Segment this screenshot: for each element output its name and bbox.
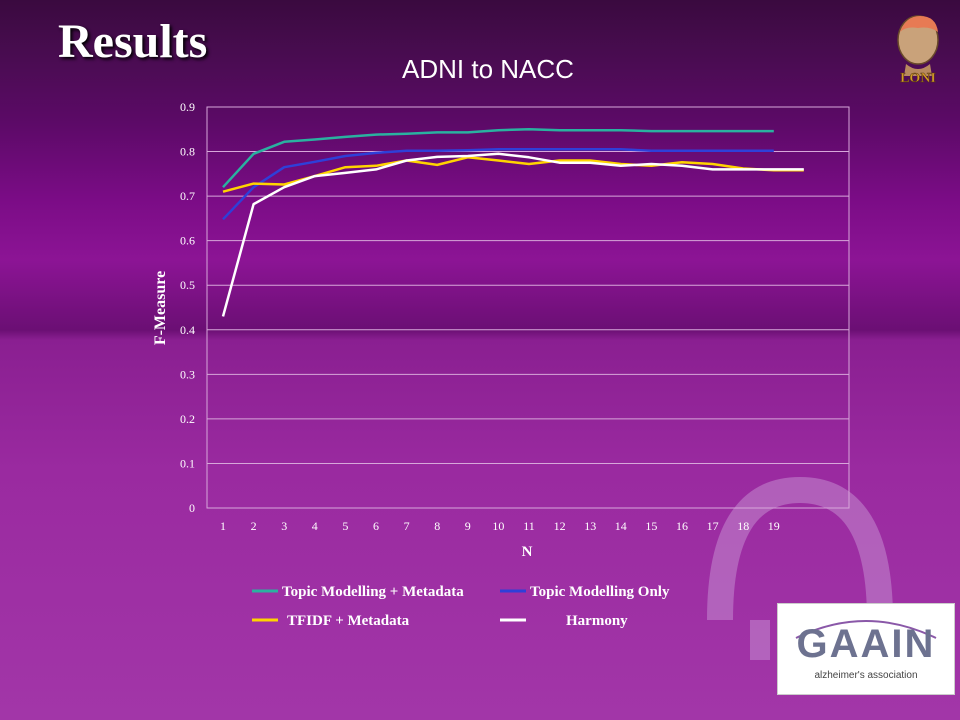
- plot-border: [207, 107, 849, 508]
- x-tick-label: 7: [404, 519, 410, 533]
- x-tick-label: 3: [281, 519, 287, 533]
- x-tick-label: 16: [676, 519, 688, 533]
- x-tick-label: 14: [615, 519, 627, 533]
- x-tick-label: 12: [554, 519, 566, 533]
- y-tick-label: 0.5: [180, 278, 195, 292]
- grid-lines: [207, 107, 849, 463]
- y-axis-label: F-Measure: [152, 271, 169, 345]
- plot-area: [207, 107, 849, 508]
- gaain-tagline: alzheimer's association: [778, 670, 954, 681]
- gaain-logo: GAAIN alzheimer's association: [777, 603, 955, 695]
- series-lines: [223, 129, 804, 316]
- x-tick-label: 8: [434, 519, 440, 533]
- legend: Topic Modelling + Metadata Topic Modellin…: [252, 584, 670, 629]
- legend-label: TFIDF + Metadata: [287, 613, 410, 629]
- y-tick-label: 0.2: [180, 412, 195, 426]
- y-tick-label: 0: [189, 501, 195, 515]
- legend-label: Topic Modelling Only: [530, 584, 670, 600]
- x-axis-label: N: [522, 544, 533, 560]
- x-tick-label: 11: [523, 519, 535, 533]
- x-tick-label: 15: [645, 519, 657, 533]
- x-tick-label: 1: [220, 519, 226, 533]
- x-tick-label: 19: [768, 519, 780, 533]
- x-tick-label: 5: [342, 519, 348, 533]
- gaain-logo-text: GAAIN: [778, 622, 954, 667]
- y-tick-label: 0.9: [180, 100, 195, 114]
- x-tick-label: 2: [251, 519, 257, 533]
- y-tick-label: 0.1: [180, 456, 195, 470]
- x-axis-ticks: 1 2 3 4 5 6 7 8 9 10 11 12 13 14 15 16 17 18 19: [220, 519, 780, 533]
- x-tick-label: 10: [492, 519, 504, 533]
- y-tick-label: 0.8: [180, 145, 195, 159]
- y-tick-label: 0.4: [180, 323, 195, 337]
- series-line: [223, 154, 804, 317]
- legend-label: Topic Modelling + Metadata: [282, 584, 464, 600]
- x-tick-label: 13: [584, 519, 596, 533]
- x-tick-label: 4: [312, 519, 318, 533]
- x-tick-label: 9: [465, 519, 471, 533]
- x-tick-label: 6: [373, 519, 379, 533]
- y-tick-label: 0.6: [180, 234, 195, 248]
- legend-label: Harmony: [566, 613, 628, 629]
- y-tick-label: 0.3: [180, 367, 195, 381]
- y-axis-ticks: 0 0.1 0.2 0.3 0.4 0.5 0.6 0.7 0.8 0.9: [180, 100, 195, 515]
- x-tick-label: 17: [707, 519, 719, 533]
- y-tick-label: 0.7: [180, 189, 195, 203]
- x-tick-label: 18: [737, 519, 749, 533]
